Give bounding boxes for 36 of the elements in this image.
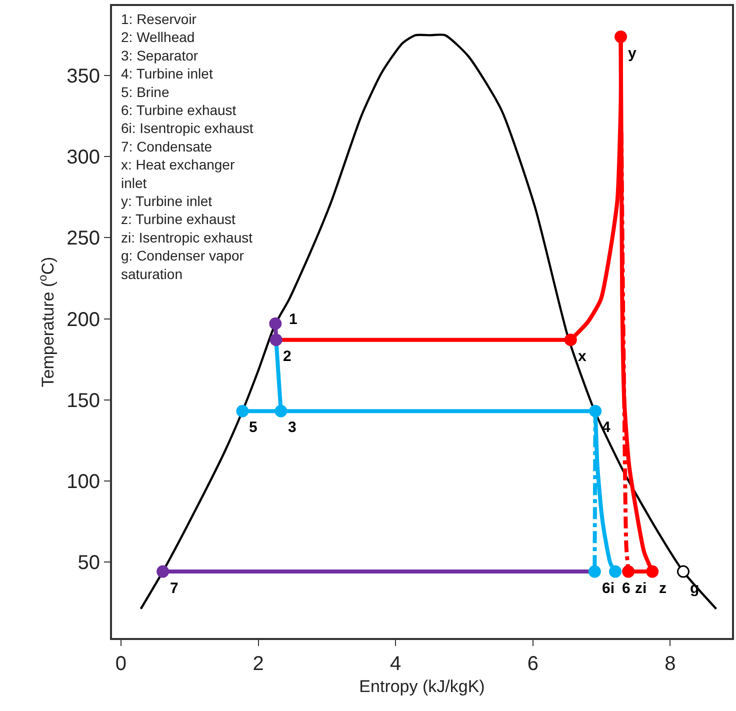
- x-tick-label: 2: [252, 653, 264, 675]
- annotation: 6i: [602, 580, 615, 597]
- annotation: 1: [289, 311, 298, 328]
- annotation: 5: [249, 419, 258, 436]
- annotation: x: [578, 348, 587, 365]
- annotation: z: Turbine exhaust: [121, 211, 236, 228]
- x-tick-label: 8: [664, 653, 676, 675]
- annotation: z: [659, 580, 666, 597]
- y-tick-label: 350: [66, 66, 100, 88]
- annotation: 5: Brine: [121, 84, 170, 100]
- annotation: 2: [283, 348, 292, 365]
- y-tick-label: 100: [66, 470, 100, 493]
- annotation: 6i: Isentropic exhaust: [121, 120, 254, 136]
- annotation: 7: Condensate: [121, 138, 212, 154]
- annotation: 3: [288, 419, 296, 436]
- y-tick-label: 250: [66, 228, 100, 250]
- annotation: 6: [622, 580, 630, 597]
- annotation: zi: [635, 580, 647, 597]
- x-tick-label: 0: [115, 653, 126, 675]
- y-tick-label: 50: [78, 552, 100, 574]
- x-axis-title: Entropy (kJ/kgK): [359, 676, 485, 696]
- annotation: zi: Isentropic exhaust: [121, 229, 253, 246]
- x-tick-label: 4: [390, 653, 402, 675]
- y-tick-label: 200: [66, 308, 100, 331]
- y-tick-label: 150: [66, 390, 100, 412]
- annotation: 1: Reservoir: [121, 11, 197, 27]
- annotation: 2: Wellhead: [121, 29, 195, 46]
- y-tick-label: 300: [66, 146, 100, 169]
- annotation: y: [628, 45, 637, 62]
- annotation: 3: Separator: [121, 47, 198, 64]
- annotation: 4: Turbine inlet: [121, 66, 213, 82]
- annotation: y: Turbine inlet: [121, 193, 212, 209]
- x-tick-label: 6: [527, 653, 538, 675]
- annotation: 7: [170, 580, 178, 597]
- annotation: 6: Turbine exhaust: [121, 102, 236, 118]
- annotation: g: Condenser vapor saturation: [121, 248, 244, 282]
